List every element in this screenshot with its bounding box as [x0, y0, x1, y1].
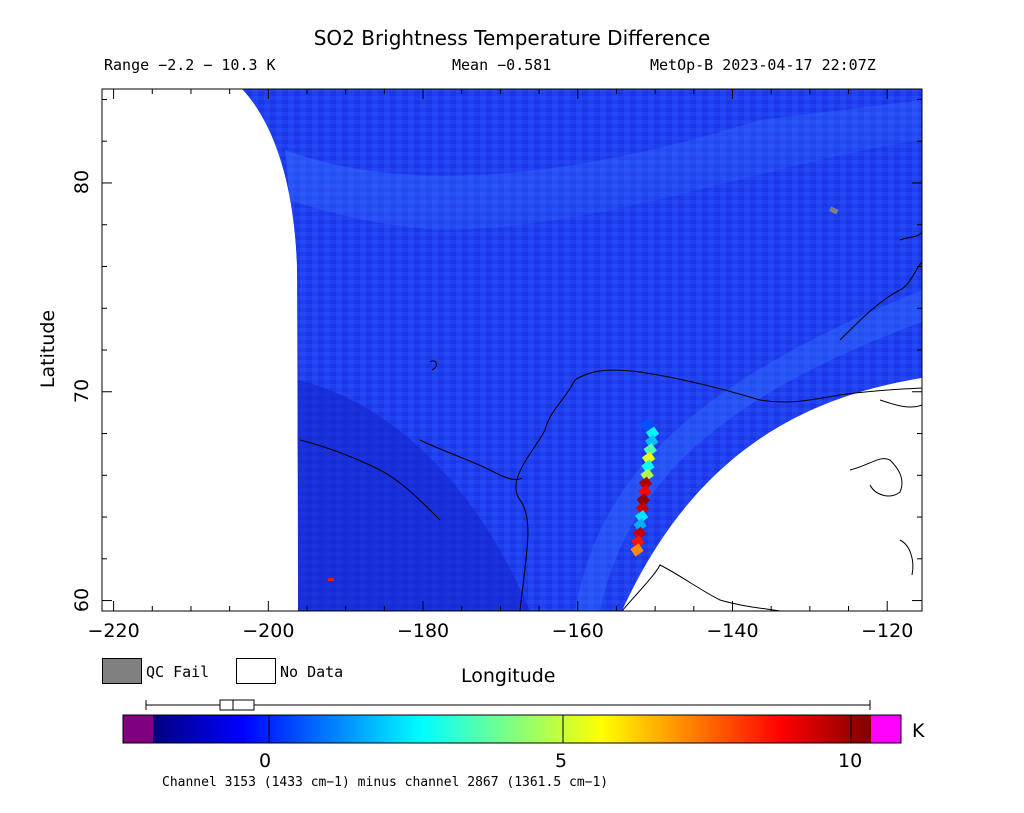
x-tick-label: −200 [242, 620, 295, 642]
plume-cell [645, 426, 660, 440]
plume-cell [630, 543, 644, 557]
red-pixel [328, 578, 334, 581]
colorbar-tick-10: 10 [838, 750, 863, 772]
swath-light-band [285, 100, 922, 230]
plume-cell [632, 526, 646, 540]
qc-fail-label: QC Fail [146, 663, 210, 681]
x-tick-label: −180 [396, 620, 450, 642]
plume-cell [631, 535, 645, 549]
no-data-swatch [236, 658, 276, 684]
heatmap-area [242, 89, 922, 611]
plume-cell [633, 518, 647, 532]
y-tick-label: 80 [71, 169, 93, 195]
coastlines [299, 231, 922, 611]
plume-cell [638, 476, 653, 490]
plume-cell [635, 501, 650, 515]
colorbar [122, 699, 902, 744]
colorbar-unit: K [912, 720, 925, 742]
colorbar-over-swatch [871, 715, 901, 743]
plume-cell [641, 459, 655, 474]
qc-fail-pixel [829, 206, 839, 215]
colorbar-box-marker [219, 699, 255, 711]
qc-fail-swatch [102, 658, 142, 684]
colorbar-tick-0: 0 [259, 750, 272, 772]
no-data-label: No Data [280, 663, 344, 681]
x-tick-label: −160 [551, 620, 604, 642]
no-data-region [622, 378, 922, 611]
plume-cell [635, 510, 649, 524]
y-axis-label: Latitude [37, 309, 59, 389]
y-tick-label: 70 [71, 378, 93, 403]
chart-title: SO2 Brightness Temperature Difference [313, 26, 711, 50]
channel-footer: Channel 3153 (1433 cm−1) minus channel 2… [162, 775, 609, 790]
plume-cell [645, 434, 659, 449]
x-tick-label: −120 [861, 620, 914, 642]
x-tick-label: −140 [706, 620, 759, 642]
plume-cell [643, 443, 657, 457]
x-tick-label: −220 [87, 620, 140, 642]
axis-ticks [102, 89, 922, 611]
satellite-text: MetOp-B 2023-04-17 22:07Z [650, 56, 876, 74]
x-axis-label: Longitude [461, 665, 556, 687]
colorbar-tick-5: 5 [555, 750, 568, 772]
colorbar-under-swatch [123, 715, 153, 743]
plume-cell [640, 418, 654, 432]
y-tick-label: 60 [71, 587, 93, 612]
plume-cell [640, 468, 654, 482]
no-data-left-region [102, 89, 298, 611]
plume-cell [641, 451, 656, 465]
mean-text: Mean −0.581 [452, 56, 552, 74]
plume-cell [636, 493, 650, 507]
swath-arc [575, 290, 922, 611]
plume-cells [630, 418, 660, 557]
colorbar-gradient [153, 715, 871, 743]
plume-cell [638, 485, 652, 499]
range-text: Range −2.2 − 10.3 K [104, 56, 276, 74]
